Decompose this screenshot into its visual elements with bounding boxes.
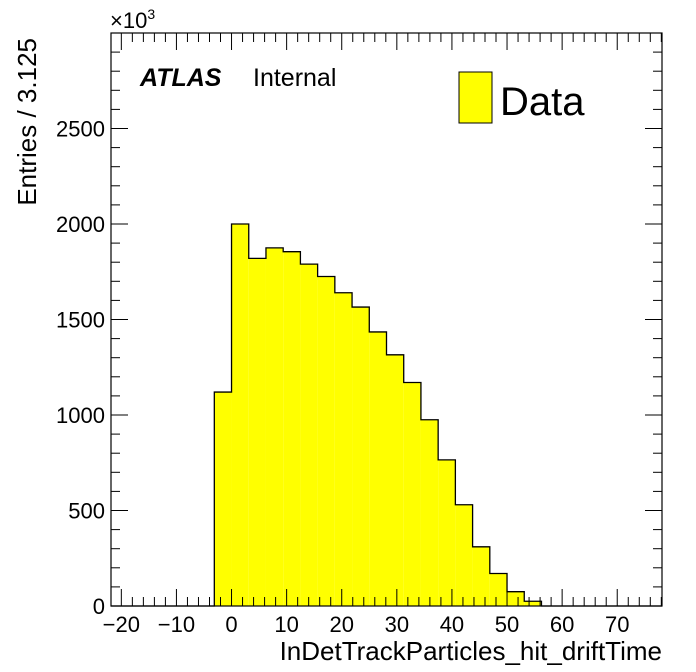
x-tick-label: 60 [550, 612, 574, 637]
histogram-bar [352, 307, 370, 606]
histogram-outline [111, 223, 662, 607]
histogram-bar [403, 382, 421, 606]
y-tick-label: 1500 [56, 308, 105, 333]
histogram-bar [369, 331, 387, 606]
y-tick-label: 500 [68, 499, 105, 524]
x-tick-label: 40 [440, 612, 464, 637]
y-axis-label: Entries / 3.125 [12, 38, 42, 206]
histogram-bar [420, 419, 439, 606]
histogram-bar [334, 292, 353, 606]
histogram-bar [524, 601, 542, 606]
histogram-bar [231, 224, 249, 606]
histogram-bar [214, 392, 232, 606]
x-tick-label: 0 [225, 612, 237, 637]
histogram-bar [265, 247, 284, 606]
histogram-bar [472, 546, 490, 606]
histogram-bar [386, 354, 404, 606]
internal-label: Internal [253, 64, 336, 92]
tick-labels: −20 −10 0 10 20 30 40 50 60 70 0 500 1000 1500 2000 250… [56, 117, 629, 638]
y-tick-label: 2500 [56, 117, 105, 142]
histogram-bar [300, 264, 318, 606]
legend-swatch [458, 71, 493, 124]
atlas-label: ATLAS [139, 64, 222, 92]
histogram-bar [248, 258, 266, 606]
x-tick-label: 10 [274, 612, 298, 637]
legend-label: Data [500, 80, 585, 124]
x-tick-label: 70 [605, 612, 629, 637]
y-tick-label: 0 [93, 594, 105, 619]
histogram-bar [507, 591, 525, 606]
x-tick-label: 20 [329, 612, 353, 637]
y-axis-multiplier: ×103 [110, 6, 155, 33]
x-tick-label: 30 [385, 612, 409, 637]
y-tick-label: 1000 [56, 403, 105, 428]
x-tick-label: −10 [158, 612, 195, 637]
x-tick-label: −20 [103, 612, 140, 637]
histogram-bar [317, 276, 335, 606]
histogram-bar [283, 251, 301, 606]
y-tick-label: 2000 [56, 212, 105, 237]
histogram-bar [455, 504, 473, 606]
x-tick-label: 50 [495, 612, 519, 637]
histogram-bars [111, 223, 662, 607]
axis-ticks [111, 32, 662, 607]
histogram-bar [438, 459, 456, 606]
x-axis-label: InDetTrackParticles_hit_driftTime [280, 636, 662, 666]
histogram-bar [489, 573, 508, 606]
